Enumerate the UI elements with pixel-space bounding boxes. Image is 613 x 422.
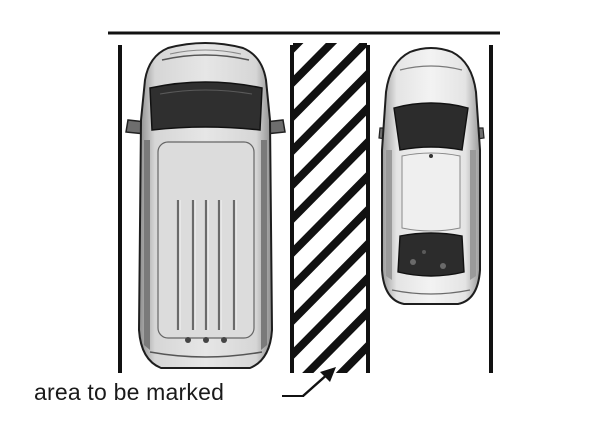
hatch-stripe <box>293 205 367 292</box>
hatch-stripe <box>293 43 338 88</box>
hatch-stripe <box>293 171 367 258</box>
hatched-area <box>283 43 377 417</box>
hatch-stripe <box>335 341 367 373</box>
hatch-stripe <box>293 103 367 190</box>
sedan-top-view <box>378 47 485 305</box>
hatch-stripe <box>293 273 367 360</box>
hatch-stripe <box>293 239 367 326</box>
van-top-view <box>125 42 286 369</box>
hatch-stripe <box>293 43 367 122</box>
hatch-stripe <box>283 405 377 417</box>
hatch-stripe <box>293 69 367 156</box>
hatch-stripe <box>302 307 367 373</box>
annotation-label: area to be marked <box>34 379 225 405</box>
hatch-stripe <box>293 137 367 224</box>
annotation-arrow <box>282 367 336 397</box>
